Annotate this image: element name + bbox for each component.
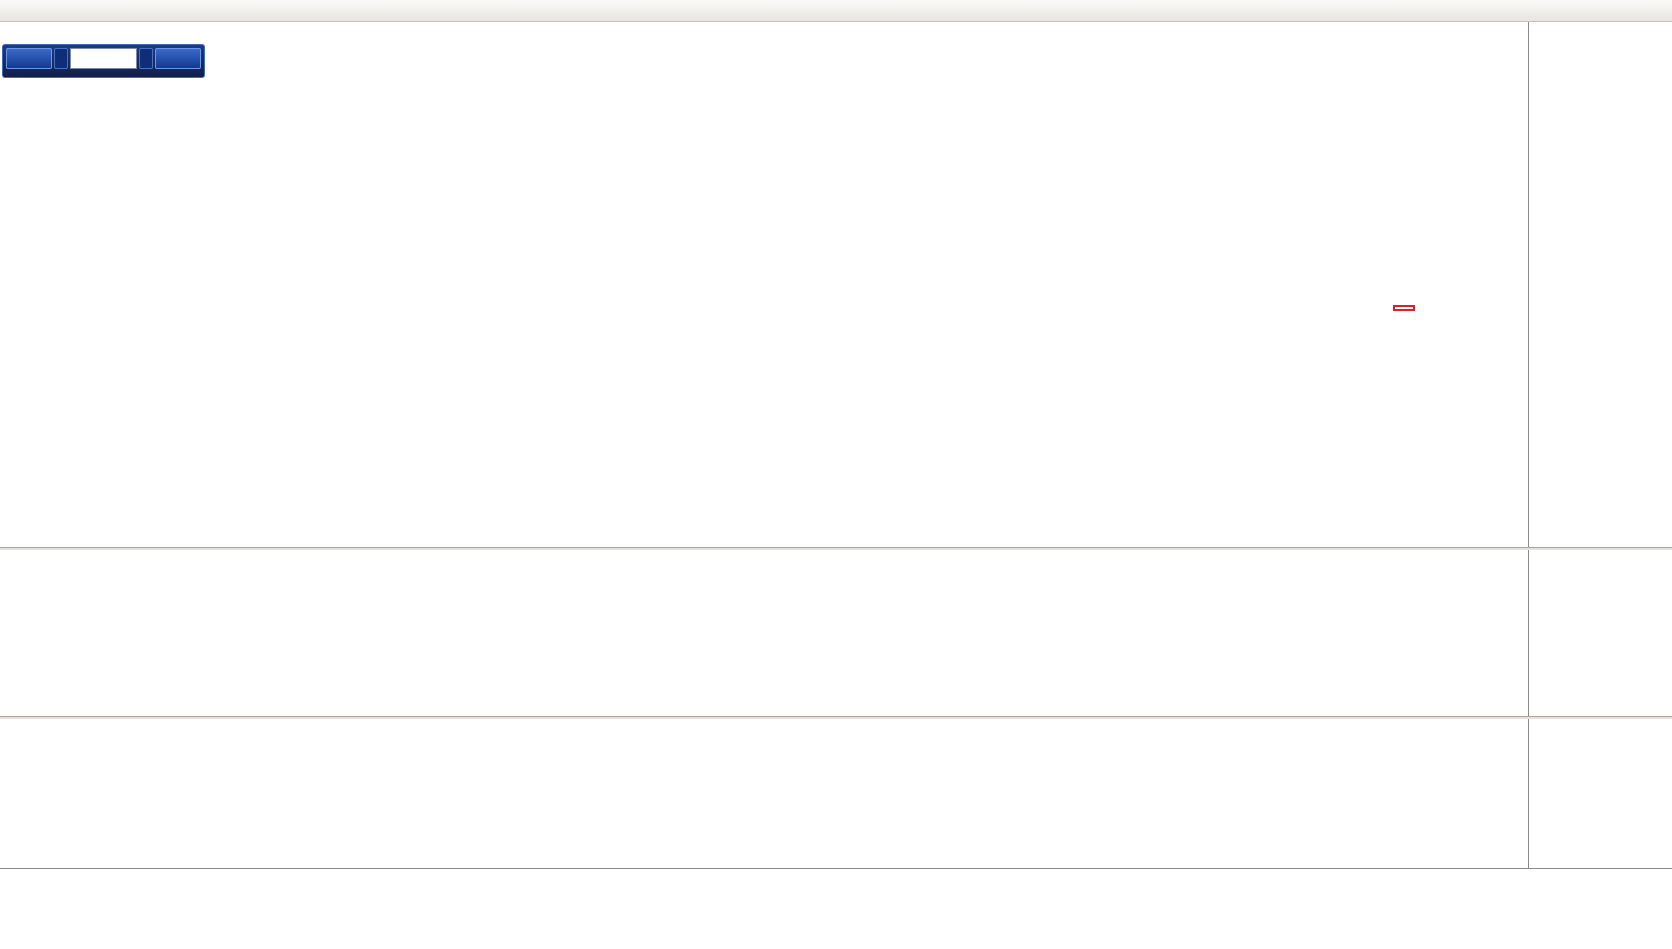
macd-panel[interactable]	[0, 550, 1528, 716]
price-chart-panel[interactable]	[0, 22, 1528, 547]
volume-increase-button[interactable]	[139, 48, 153, 69]
panel-splitter[interactable]	[0, 716, 1672, 719]
price-callout-label[interactable]	[1393, 305, 1415, 311]
volume-decrease-button[interactable]	[54, 48, 68, 69]
one-click-trading-panel	[2, 44, 205, 78]
time-axis[interactable]	[0, 868, 1672, 897]
volume-input[interactable]	[70, 48, 137, 69]
sell-price[interactable]	[7, 71, 11, 74]
toolbar	[0, 0, 1672, 22]
buy-button[interactable]	[155, 48, 201, 69]
macd-label	[6, 553, 18, 565]
chart-title	[11, 27, 17, 39]
sell-button[interactable]	[6, 48, 52, 69]
price-scale-divider	[1528, 22, 1529, 868]
chart-title-row	[5, 27, 17, 39]
panel-splitter[interactable]	[0, 547, 1672, 550]
bid-ask-prices	[6, 71, 201, 74]
rsi-panel[interactable]	[0, 719, 1528, 868]
buy-price[interactable]	[196, 71, 200, 74]
rsi-label	[6, 722, 12, 734]
